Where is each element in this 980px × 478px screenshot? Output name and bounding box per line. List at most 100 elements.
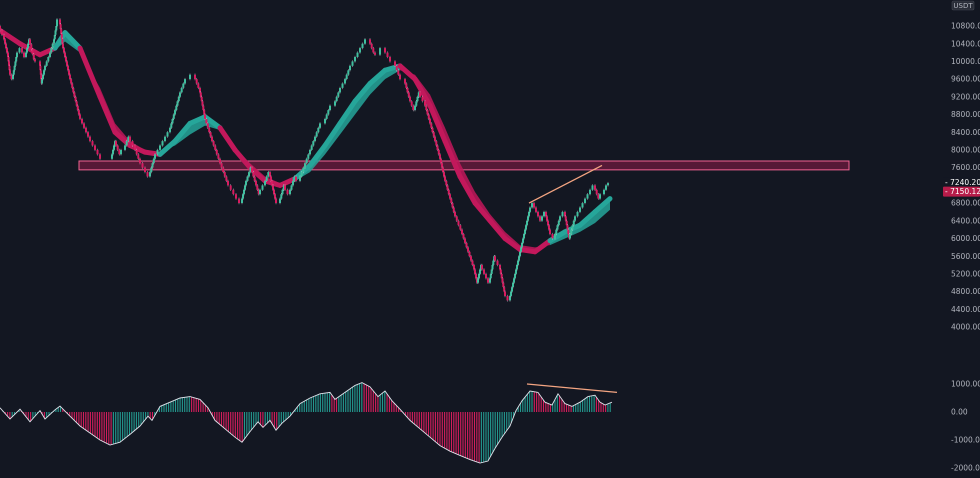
price-trendline[interactable] bbox=[528, 164, 603, 204]
renko-brick bbox=[351, 61, 354, 66]
renko-brick bbox=[72, 88, 75, 93]
renko-brick bbox=[135, 149, 138, 155]
renko-brick bbox=[415, 101, 418, 106]
renko-bricks-layer bbox=[0, 18, 609, 302]
renko-brick bbox=[271, 180, 273, 186]
renko-brick bbox=[515, 269, 517, 274]
renko-brick bbox=[40, 74, 43, 80]
renko-brick bbox=[491, 265, 494, 270]
renko-brick bbox=[79, 114, 81, 119]
renko-brick bbox=[416, 96, 419, 102]
oscillator-tick-label: 0.00 bbox=[951, 408, 968, 417]
renko-brick bbox=[566, 225, 569, 230]
renko-brick bbox=[265, 176, 268, 181]
renko-brick bbox=[39, 70, 42, 75]
ma-line-segment bbox=[457, 174, 478, 206]
renko-brick bbox=[141, 163, 144, 168]
last-price-badge bbox=[943, 177, 980, 188]
renko-brick bbox=[454, 211, 456, 217]
renko-brick bbox=[459, 225, 462, 230]
renko-brick bbox=[68, 70, 70, 75]
renko-brick bbox=[1, 30, 3, 35]
renko-brick bbox=[473, 265, 475, 270]
renko-brick bbox=[113, 145, 115, 150]
price-tick-label: 6000.00 bbox=[951, 234, 980, 243]
price-axis[interactable]: 10800.00 10400.00 10000.00 9600.00 9200.00 88… bbox=[943, 22, 980, 473]
renko-brick bbox=[520, 247, 522, 252]
renko-brick bbox=[253, 176, 256, 181]
renko-brick bbox=[220, 163, 223, 168]
renko-brick bbox=[521, 242, 523, 248]
previous-close-badge bbox=[943, 186, 980, 197]
renko-brick bbox=[169, 127, 171, 133]
price-tick-label: 5200.00 bbox=[951, 270, 980, 279]
renko-brick bbox=[597, 194, 600, 199]
renko-brick bbox=[99, 154, 101, 159]
renko-brick bbox=[543, 211, 545, 217]
renko-brick bbox=[509, 296, 511, 301]
ma-line-segment bbox=[532, 238, 553, 255]
renko-brick bbox=[557, 220, 560, 226]
renko-brick bbox=[327, 110, 330, 115]
currency-badge[interactable]: USDT bbox=[951, 0, 975, 11]
renko-brick bbox=[605, 185, 607, 190]
ma-line-segment bbox=[217, 125, 238, 153]
ma-line-segment bbox=[412, 76, 433, 109]
renko-brick bbox=[42, 74, 44, 80]
renko-brick bbox=[89, 136, 91, 142]
oscillator-line bbox=[0, 382, 613, 464]
renko-brick bbox=[421, 96, 424, 102]
renko-brick bbox=[177, 96, 180, 102]
oscillator-trendline[interactable] bbox=[526, 383, 618, 394]
renko-brick bbox=[576, 211, 579, 217]
renko-brick bbox=[510, 291, 512, 296]
renko-brick bbox=[487, 278, 489, 283]
renko-brick bbox=[397, 70, 400, 75]
renko-brick bbox=[199, 88, 201, 93]
ma-line-segment bbox=[277, 176, 298, 188]
renko-brick bbox=[257, 189, 260, 195]
renko-brick bbox=[374, 52, 376, 55]
renko-brick bbox=[443, 172, 445, 177]
renko-brick bbox=[23, 52, 25, 57]
renko-brick bbox=[47, 57, 50, 62]
renko-brick bbox=[399, 74, 401, 80]
renko-brick bbox=[129, 136, 131, 142]
renko-brick bbox=[6, 48, 8, 53]
renko-brick bbox=[7, 52, 9, 57]
renko-brick bbox=[12, 70, 15, 75]
renko-brick bbox=[87, 132, 89, 137]
renko-brick bbox=[255, 180, 257, 186]
renko-brick bbox=[31, 49, 34, 55]
renko-brick bbox=[549, 229, 551, 234]
renko-brick bbox=[569, 234, 571, 239]
renko-brick bbox=[201, 101, 204, 106]
renko-brick bbox=[516, 265, 518, 270]
renko-brick bbox=[12, 74, 14, 80]
renko-brick bbox=[541, 216, 543, 221]
ma-line-segment bbox=[77, 45, 103, 100]
renko-brick bbox=[528, 211, 530, 217]
renko-brick bbox=[349, 65, 351, 71]
ma-line-segment bbox=[52, 30, 68, 51]
renko-brick bbox=[235, 194, 237, 199]
renko-brick bbox=[468, 251, 471, 257]
price-tick-label: 6400.00 bbox=[951, 216, 980, 225]
renko-brick bbox=[227, 180, 229, 186]
renko-brick bbox=[10, 74, 13, 80]
renko-brick bbox=[125, 141, 128, 146]
renko-brick bbox=[394, 61, 396, 66]
renko-brick bbox=[252, 172, 255, 177]
renko-brick bbox=[442, 167, 444, 172]
renko-brick bbox=[212, 141, 215, 146]
ma-line-segment bbox=[397, 63, 418, 82]
renko-brick bbox=[339, 88, 341, 93]
renko-brick bbox=[426, 110, 429, 115]
renko-brick bbox=[581, 203, 584, 208]
renko-brick bbox=[589, 189, 591, 195]
ma-line-segment bbox=[487, 218, 508, 241]
renko-brick bbox=[425, 105, 428, 111]
resistance-zone[interactable] bbox=[78, 160, 850, 171]
